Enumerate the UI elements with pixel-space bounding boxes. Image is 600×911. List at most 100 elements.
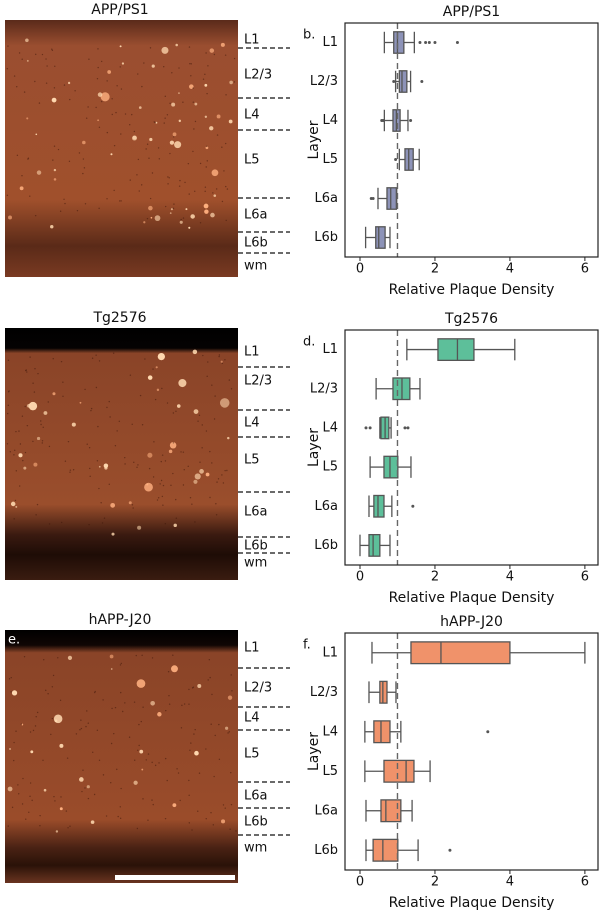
outlier [406,426,410,430]
chart-title: Tg2576 [444,311,498,327]
plaque-spot [148,205,153,211]
cell-dot [131,113,133,116]
cell-dot [97,66,99,69]
cell-dot [83,167,86,169]
plaque-spot [227,695,233,700]
plaque-spot [67,81,71,85]
cell-dot [204,73,206,76]
cell-dot [189,63,191,65]
cell-dot [102,699,104,701]
cell-dot [164,757,167,760]
plaque-spot [79,777,84,782]
plaque-spot [97,92,103,97]
cell-dot [194,521,196,523]
cell-dot [24,405,26,408]
cell-dot [66,757,69,759]
cell-dot [100,100,103,103]
cell-dot [32,729,35,732]
cell-dot [228,731,231,733]
box [437,338,475,362]
cell-dot [206,92,208,95]
cell-dot [225,142,227,145]
cell-dot [76,209,79,212]
plot-frame [344,632,599,871]
cell-dot [110,782,112,784]
box [383,455,399,479]
cell-dot [21,58,23,60]
cell-dot [173,136,175,138]
plaque-spot [143,221,146,224]
plaque-spot [193,479,198,484]
cell-dot [26,371,28,373]
cell-dot [178,67,180,69]
cell-dot [213,775,215,778]
cell-dot [143,62,145,64]
plaque-spot [172,803,177,808]
cell-dot [62,395,64,397]
scale-bar [115,875,235,880]
plaque-spot [132,135,137,140]
cell-dot [226,469,228,472]
cell-dot [23,91,26,93]
cell-dot [85,117,88,119]
cell-dot [209,676,211,679]
x-tick-label: 6 [581,570,589,585]
cell-dot [109,416,111,418]
cell-dot [172,442,175,444]
y-axis-label: Layer [306,428,322,467]
cell-dot [210,812,212,814]
cell-dot [183,703,186,705]
cell-dot [14,499,17,502]
cell-dot [21,803,24,805]
box [410,641,511,665]
cell-dot [207,65,209,67]
cell-dot [172,472,174,475]
plaque-spot [110,668,113,670]
x-tick-label: 4 [506,570,514,585]
plaque-spot [119,45,122,48]
plaque-spot [219,398,230,408]
plaque-spot [151,64,155,68]
plaque-spot [225,726,229,730]
plaque-spot [147,375,153,380]
cell-dot [166,779,168,782]
cell-dot [15,470,18,472]
plaque-spot [171,102,176,107]
cell-dot [80,727,83,730]
cell-dot [156,499,159,501]
cell-dot [113,189,115,192]
cell-dot [138,190,140,192]
cell-dot [102,774,105,776]
cell-dot [57,657,59,659]
plaque-spot [220,42,225,47]
plaque-spot [170,665,178,673]
cell-dot [189,497,192,499]
cell-dot [136,827,139,830]
box [393,31,405,54]
cell-dot [205,145,208,148]
panel-label: b. [303,28,315,43]
cell-dot [13,75,16,77]
cell-dot [8,678,11,680]
y-tick-label: L6a [315,191,338,206]
cell-dot [214,734,216,737]
x-tick-label: 4 [506,875,514,890]
cell-dot [24,451,27,454]
cell-dot [78,152,81,154]
plaque-spot [175,43,178,47]
y-tick-label: L4 [322,724,338,739]
cell-dot [157,497,160,499]
cell-dot [85,725,87,728]
cell-dot [206,375,208,378]
cell-dot [212,192,214,194]
layer-label: wm [244,556,267,571]
cell-dot [60,360,63,363]
cell-dot [153,441,155,443]
layer-label: wm [244,841,267,856]
cell-dot [194,728,196,731]
cell-dot [193,128,195,130]
cell-dot [10,691,12,693]
plaque-spot [227,436,230,440]
cell-dot [25,369,28,371]
